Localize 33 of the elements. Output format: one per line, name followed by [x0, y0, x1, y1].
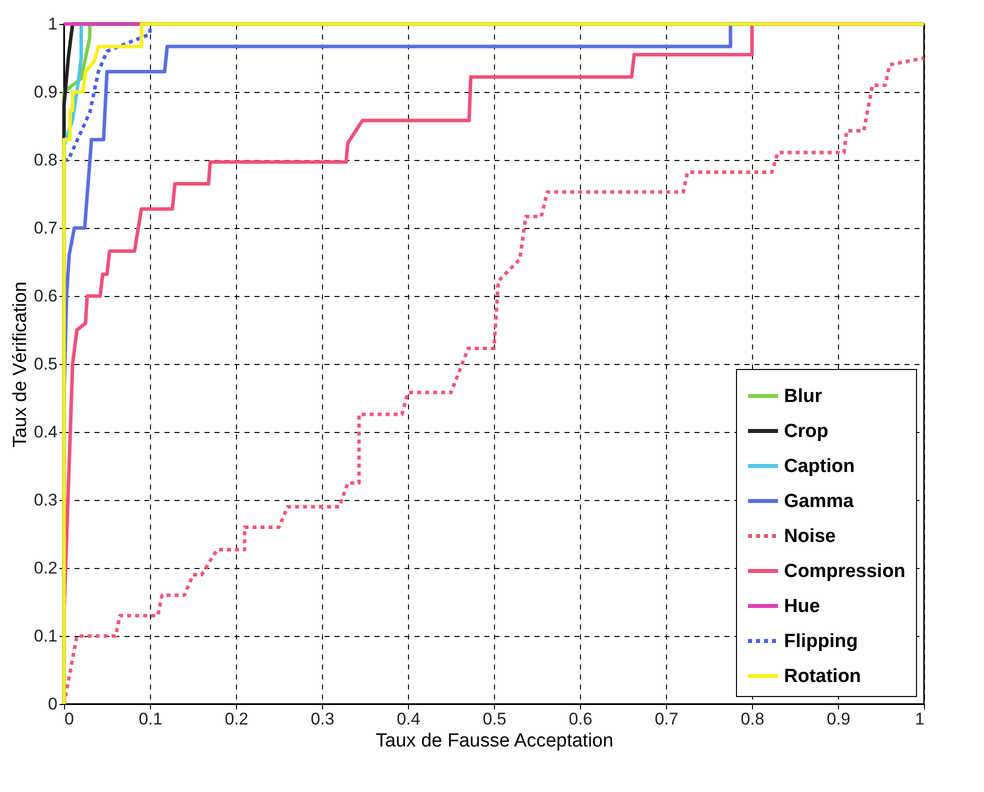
x-tick-label: 0.4 [396, 710, 420, 728]
x-tick-label: 0.6 [568, 710, 592, 728]
legend-label: Noise [784, 526, 836, 547]
y-tick-label: 0.2 [34, 558, 58, 578]
y-tick-label: 0 [48, 694, 58, 714]
y-tick-label: 0.9 [34, 82, 58, 102]
x-tick-label: 1 [915, 710, 924, 728]
y-tick-label: 0.8 [34, 150, 58, 170]
y-axis-title: Taux de Vérification [10, 282, 31, 448]
y-tick-label: 0.6 [34, 286, 58, 306]
legend-label: Flipping [784, 631, 858, 652]
y-tick-label: 0.1 [34, 626, 58, 646]
y-tick-label: 0.3 [34, 490, 58, 510]
x-tick-label: 0.3 [310, 710, 334, 728]
x-axis-title: Taux de Fausse Acceptation [376, 730, 614, 752]
y-tick-label: 0.7 [34, 218, 58, 238]
x-tick-label: 0.1 [138, 710, 162, 728]
legend-label: Hue [784, 596, 820, 617]
legend-label: Blur [784, 386, 823, 407]
x-tick-label: 0.7 [654, 710, 678, 728]
y-tick-label: 0.5 [34, 354, 58, 374]
x-tick-label: 0.2 [224, 710, 248, 728]
x-tick-label: 0.5 [482, 710, 506, 728]
legend-label: Caption [784, 456, 855, 477]
legend-label: Gamma [784, 491, 854, 512]
y-tick-label: 1 [48, 14, 58, 34]
x-tick-label: 0.8 [740, 710, 764, 728]
legend-label: Crop [784, 421, 828, 442]
legend-label: Rotation [784, 666, 862, 687]
y-tick-label: 0.4 [34, 422, 58, 442]
x-tick-label: 0.9 [826, 710, 850, 728]
x-tick-label: 0 [64, 710, 74, 728]
legend-label: Compression [784, 561, 906, 582]
